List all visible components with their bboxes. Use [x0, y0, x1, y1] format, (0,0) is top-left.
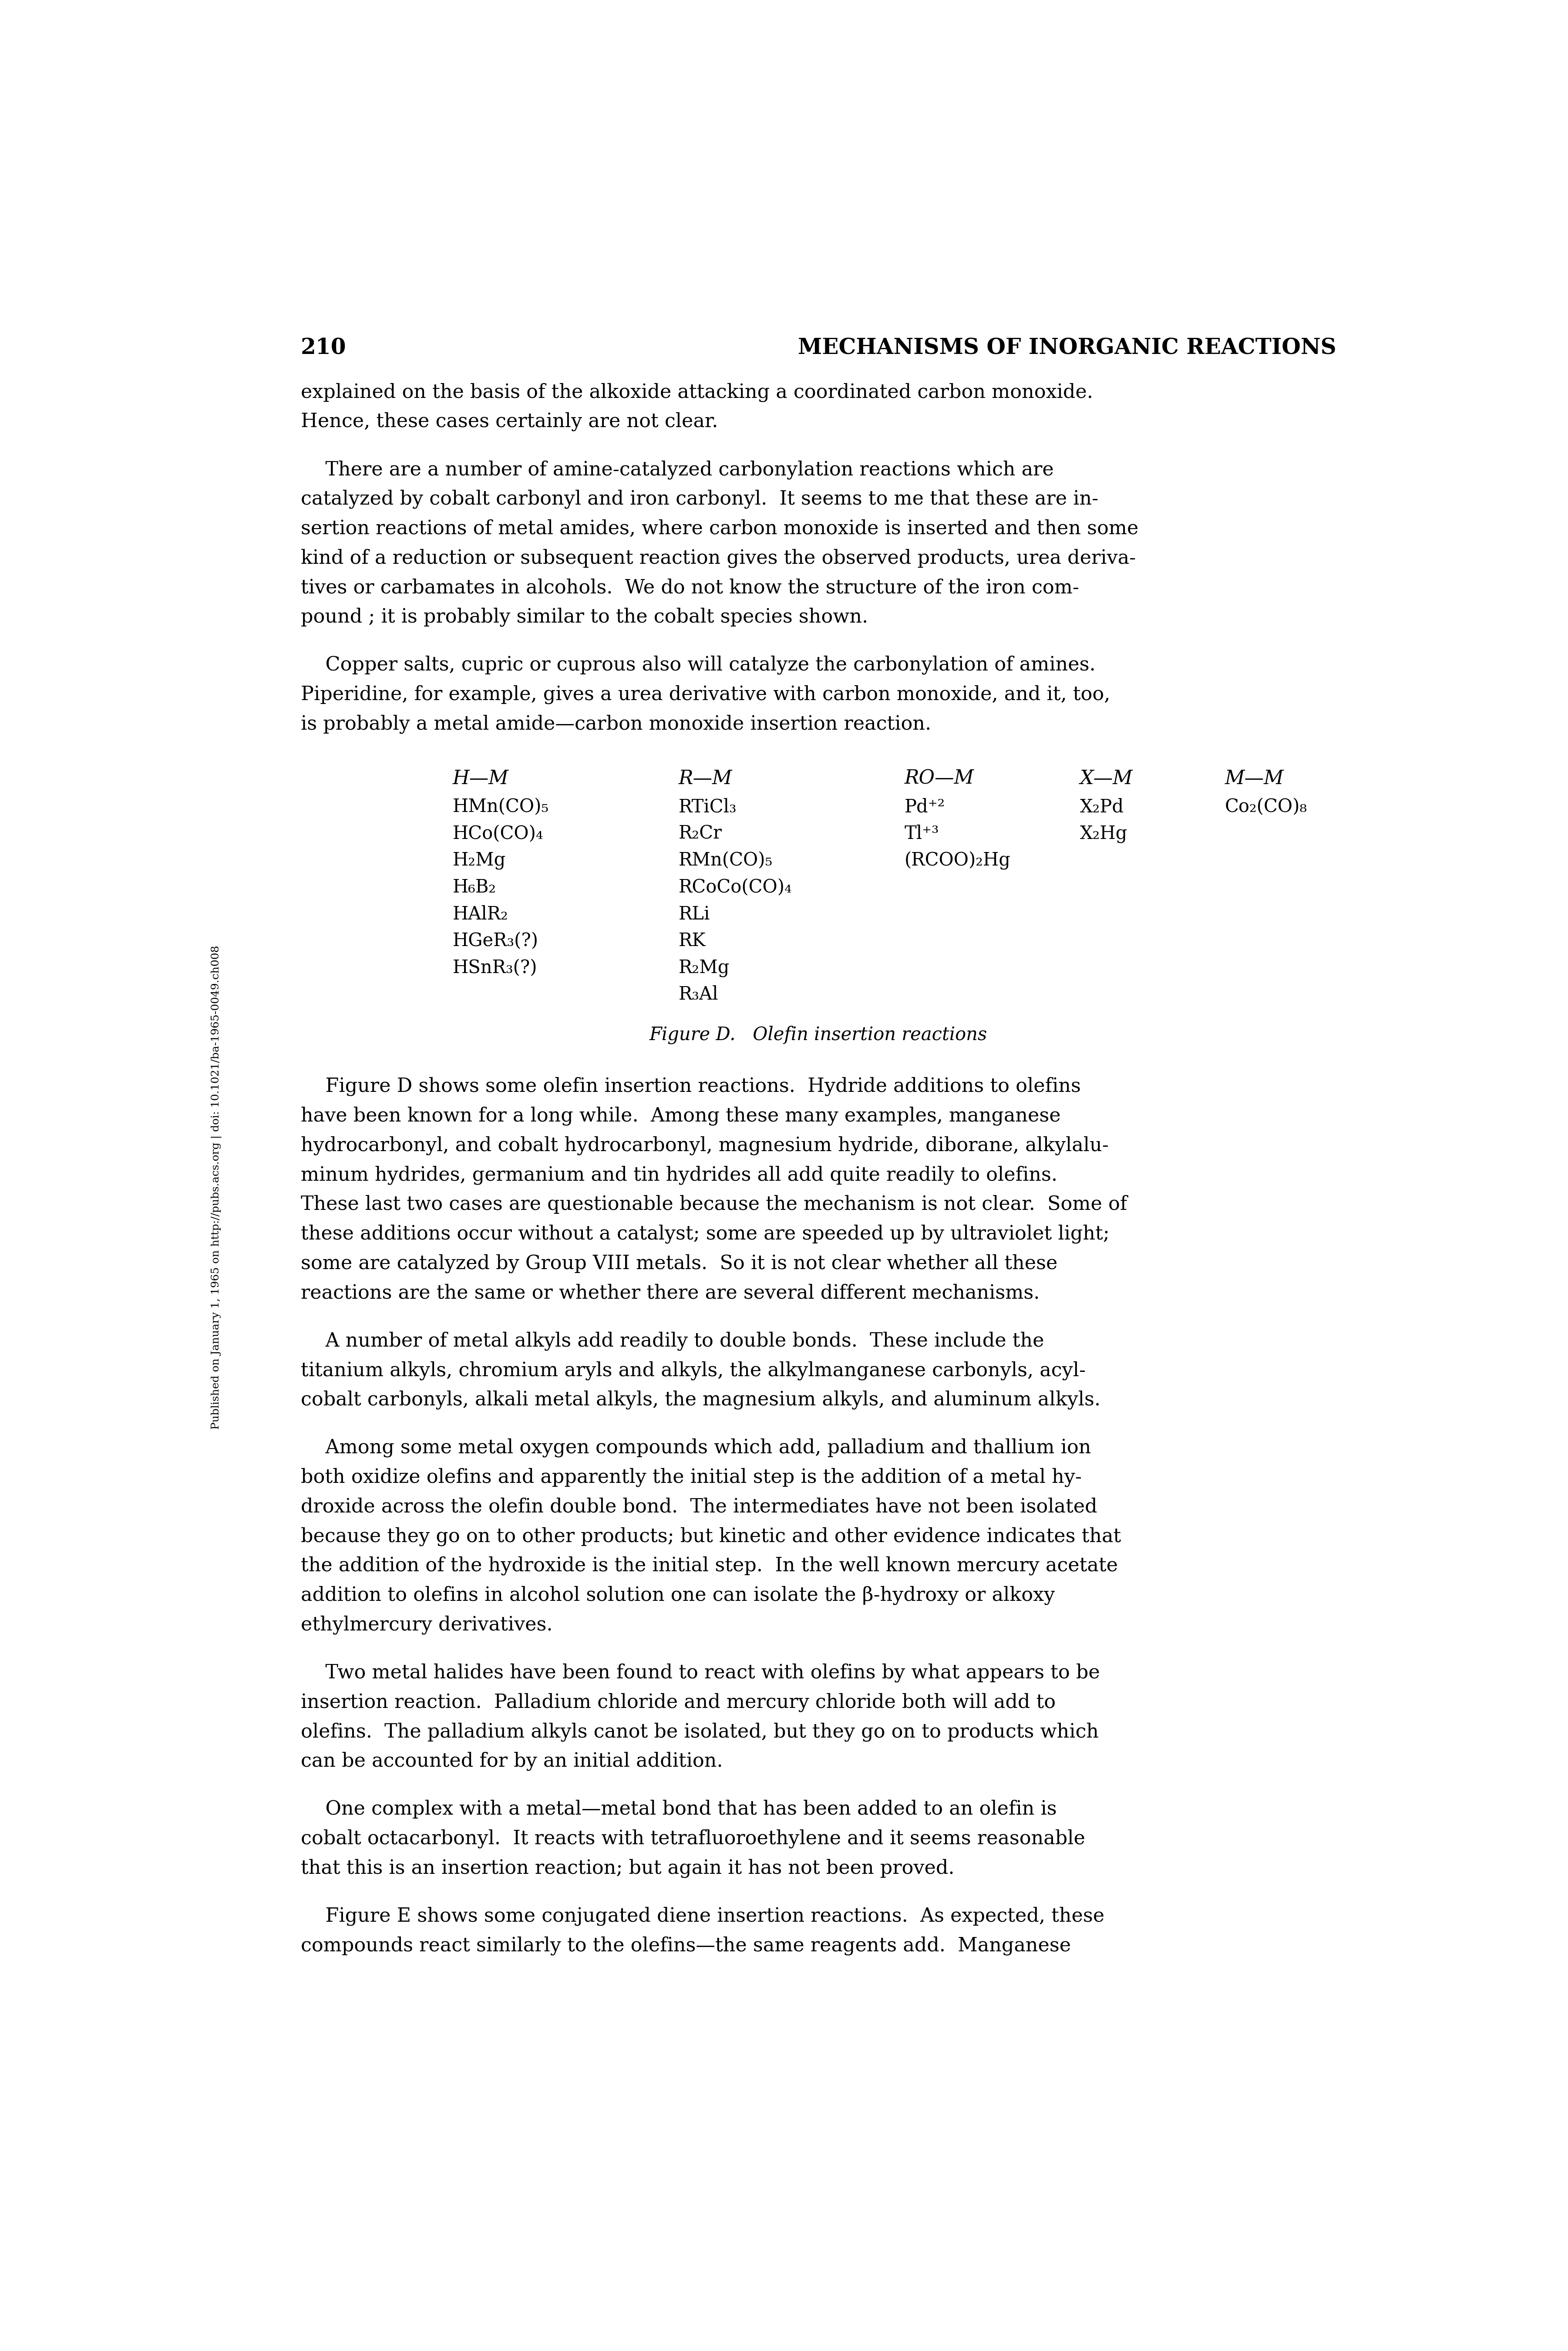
Text: HMn(CO)₅: HMn(CO)₅: [453, 797, 549, 816]
Text: 210: 210: [301, 339, 347, 360]
Text: R—M: R—M: [679, 769, 732, 788]
Text: Figure D shows some olefin insertion reactions.  Hydride additions to olefins: Figure D shows some olefin insertion rea…: [301, 1077, 1080, 1096]
Text: R₂Mg: R₂Mg: [679, 959, 729, 978]
Text: Copper salts, cupric or cuprous also will catalyze the carbonylation of amines.: Copper salts, cupric or cuprous also wil…: [301, 656, 1096, 675]
Text: ethylmercury derivatives.: ethylmercury derivatives.: [301, 1615, 552, 1634]
Text: H₂Mg: H₂Mg: [453, 851, 505, 870]
Text: Among some metal oxygen compounds which add, palladium and thallium ion: Among some metal oxygen compounds which …: [301, 1439, 1091, 1458]
Text: explained on the basis of the alkoxide attacking a coordinated carbon monoxide.: explained on the basis of the alkoxide a…: [301, 383, 1093, 402]
Text: RMn(CO)₅: RMn(CO)₅: [679, 851, 773, 870]
Text: addition to olefins in alcohol solution one can isolate the β-hydroxy or alkoxy: addition to olefins in alcohol solution …: [301, 1587, 1055, 1606]
Text: minum hydrides, germanium and tin hydrides all add quite readily to olefins.: minum hydrides, germanium and tin hydrid…: [301, 1166, 1057, 1185]
Text: RK: RK: [679, 931, 706, 950]
Text: One complex with a metal—metal bond that has been added to an olefin is: One complex with a metal—metal bond that…: [301, 1801, 1057, 1820]
Text: insertion reaction.  Palladium chloride and mercury chloride both will add to: insertion reaction. Palladium chloride a…: [301, 1693, 1055, 1712]
Text: X₂Pd: X₂Pd: [1080, 797, 1124, 816]
Text: Two metal halides have been found to react with olefins by what appears to be: Two metal halides have been found to rea…: [301, 1662, 1099, 1683]
Text: sertion reactions of metal amides, where carbon monoxide is inserted and then so: sertion reactions of metal amides, where…: [301, 520, 1138, 538]
Text: There are a number of amine-catalyzed carbonylation reactions which are: There are a number of amine-catalyzed ca…: [301, 461, 1054, 480]
Text: Co₂(CO)₈: Co₂(CO)₈: [1225, 797, 1308, 816]
Text: droxide across the olefin double bond.  The intermediates have not been isolated: droxide across the olefin double bond. T…: [301, 1498, 1098, 1516]
Text: Tl⁺³: Tl⁺³: [905, 825, 939, 842]
Text: reactions are the same or whether there are several different mechanisms.: reactions are the same or whether there …: [301, 1284, 1040, 1302]
Text: pound ; it is probably similar to the cobalt species shown.: pound ; it is probably similar to the co…: [301, 607, 867, 628]
Text: RCoCo(CO)₄: RCoCo(CO)₄: [679, 879, 792, 896]
Text: can be accounted for by an initial addition.: can be accounted for by an initial addit…: [301, 1751, 723, 1770]
Text: A number of metal alkyls add readily to double bonds.  These include the: A number of metal alkyls add readily to …: [301, 1331, 1044, 1349]
Text: catalyzed by cobalt carbonyl and iron carbonyl.  It seems to me that these are i: catalyzed by cobalt carbonyl and iron ca…: [301, 489, 1098, 508]
Text: hydrocarbonyl, and cobalt hydrocarbonyl, magnesium hydride, diborane, alkylalu-: hydrocarbonyl, and cobalt hydrocarbonyl,…: [301, 1136, 1109, 1154]
Text: cobalt octacarbonyl.  It reacts with tetrafluoroethylene and it seems reasonable: cobalt octacarbonyl. It reacts with tetr…: [301, 1829, 1085, 1848]
Text: have been known for a long while.  Among these many examples, manganese: have been known for a long while. Among …: [301, 1107, 1060, 1126]
Text: M—M: M—M: [1225, 769, 1284, 788]
Text: (RCOO)₂Hg: (RCOO)₂Hg: [905, 851, 1011, 870]
Text: the addition of the hydroxide is the initial step.  In the well known mercury ac: the addition of the hydroxide is the ini…: [301, 1556, 1118, 1575]
Text: Published on January 1, 1965 on http://pubs.acs.org | doi: 10.1021/ba-1965-0049.: Published on January 1, 1965 on http://p…: [212, 945, 221, 1429]
Text: Figure E shows some conjugated diene insertion reactions.  As expected, these: Figure E shows some conjugated diene ins…: [301, 1907, 1104, 1925]
Text: titanium alkyls, chromium aryls and alkyls, the alkylmanganese carbonyls, acyl-: titanium alkyls, chromium aryls and alky…: [301, 1361, 1085, 1380]
Text: that this is an insertion reaction; but again it has not been proved.: that this is an insertion reaction; but …: [301, 1860, 955, 1878]
Text: compounds react similarly to the olefins—the same reagents add.  Manganese: compounds react similarly to the olefins…: [301, 1937, 1071, 1956]
Text: RTiCl₃: RTiCl₃: [679, 797, 737, 816]
Text: these additions occur without a catalyst; some are speeded up by ultraviolet lig: these additions occur without a catalyst…: [301, 1225, 1109, 1244]
Text: RO—M: RO—M: [905, 769, 974, 788]
Text: H—M: H—M: [453, 769, 508, 788]
Text: MECHANISMS OF INORGANIC REACTIONS: MECHANISMS OF INORGANIC REACTIONS: [798, 339, 1336, 360]
Text: HAlR₂: HAlR₂: [453, 905, 508, 924]
Text: Pd⁺²: Pd⁺²: [905, 797, 946, 816]
Text: kind of a reduction or subsequent reaction gives the observed products, urea der: kind of a reduction or subsequent reacti…: [301, 548, 1135, 567]
Text: because they go on to other products; but kinetic and other evidence indicates t: because they go on to other products; bu…: [301, 1526, 1121, 1547]
Text: Hence, these cases certainly are not clear.: Hence, these cases certainly are not cle…: [301, 411, 718, 430]
Text: X₂Hg: X₂Hg: [1080, 825, 1127, 842]
Text: HGeR₃(?): HGeR₃(?): [453, 931, 538, 950]
Text: Piperidine, for example, gives a urea derivative with carbon monoxide, and it, t: Piperidine, for example, gives a urea de…: [301, 684, 1110, 703]
Text: both oxidize olefins and apparently the initial step is the addition of a metal : both oxidize olefins and apparently the …: [301, 1467, 1082, 1486]
Text: X—M: X—M: [1080, 769, 1134, 788]
Text: tives or carbamates in alcohols.  We do not know the structure of the iron com-: tives or carbamates in alcohols. We do n…: [301, 578, 1079, 597]
Text: cobalt carbonyls, alkali metal alkyls, the magnesium alkyls, and aluminum alkyls: cobalt carbonyls, alkali metal alkyls, t…: [301, 1389, 1101, 1408]
Text: olefins.  The palladium alkyls canot be isolated, but they go on to products whi: olefins. The palladium alkyls canot be i…: [301, 1723, 1099, 1742]
Text: HSnR₃(?): HSnR₃(?): [453, 959, 538, 978]
Text: is probably a metal amide—carbon monoxide insertion reaction.: is probably a metal amide—carbon monoxid…: [301, 715, 931, 734]
Text: R₂Cr: R₂Cr: [679, 825, 721, 842]
Text: H₆B₂: H₆B₂: [453, 879, 495, 896]
Text: These last two cases are questionable because the mechanism is not clear.  Some : These last two cases are questionable be…: [301, 1194, 1127, 1213]
Text: R₃Al: R₃Al: [679, 985, 718, 1004]
Text: HCo(CO)₄: HCo(CO)₄: [453, 825, 543, 842]
Text: RLi: RLi: [679, 905, 710, 924]
Text: Figure D.   Olefin insertion reactions: Figure D. Olefin insertion reactions: [649, 1025, 988, 1044]
Text: some are catalyzed by Group VIII metals.  So it is not clear whether all these: some are catalyzed by Group VIII metals.…: [301, 1253, 1057, 1272]
